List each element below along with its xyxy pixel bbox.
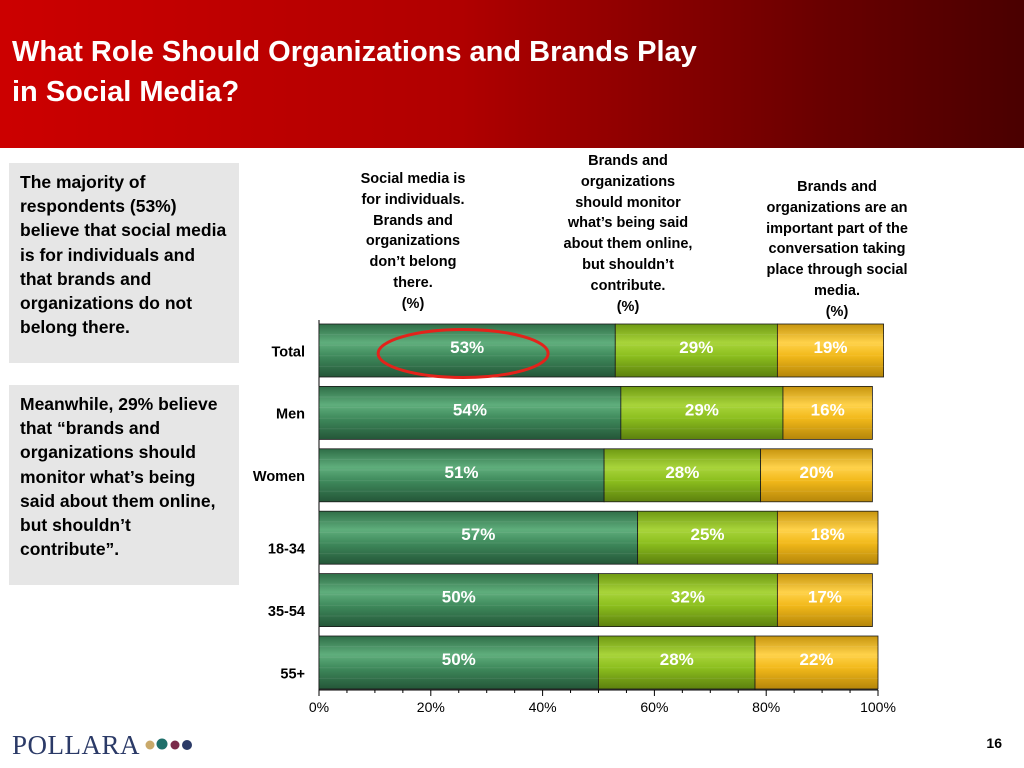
column-header-monitor: Brands and organizations should monitor wha… [544, 151, 712, 317]
data-label: 20% [799, 463, 833, 482]
bar-segment [318, 448, 605, 503]
bar-segment [318, 323, 616, 378]
data-label: 22% [799, 650, 833, 669]
column-header-line: media. [814, 282, 860, 299]
x-tick-label: 100% [860, 699, 896, 715]
column-header-important: Brands and organizations are an important … [746, 177, 928, 323]
column-header-individuals: Social media is for individuals. Brands an… [336, 169, 490, 315]
data-label: 28% [665, 463, 699, 482]
column-header-line: important part of the [766, 220, 908, 237]
data-label: 50% [442, 588, 476, 607]
column-header-line: organizations [365, 233, 461, 250]
page-number: 16 [986, 735, 1002, 751]
category-label: 18-34 [268, 542, 305, 558]
category-label: Women [253, 469, 305, 485]
bar-segment [598, 573, 778, 627]
column-header-line: don’t belong [369, 254, 457, 271]
column-header-line: what’s being said [567, 215, 689, 232]
column-header-line: Brands and [797, 179, 877, 195]
bar-segment [776, 323, 884, 378]
bar-segment [318, 510, 639, 565]
title-banner: What Role Should Organizations and Brand… [0, 0, 1024, 148]
column-header-line: (%) [401, 295, 425, 312]
data-label: 50% [442, 650, 476, 669]
category-label: 35-54 [268, 604, 305, 620]
data-label: 25% [690, 525, 724, 544]
callout-note-monitor: Meanwhile, 29% believe that “brands and … [9, 385, 239, 585]
column-header-line: there. [393, 274, 433, 291]
page-title-line2: in Social Media? [12, 76, 240, 108]
column-header-line: conversation taking [768, 241, 906, 258]
page-title-line1: What Role Should Organizations and Brand… [12, 36, 697, 68]
logo-dots-icon [145, 738, 192, 750]
bar-segment [637, 510, 778, 565]
column-header-line: Brands and [373, 212, 453, 229]
x-tick-label: 0% [309, 699, 329, 715]
bar-segment [620, 385, 784, 440]
data-label: 29% [679, 338, 713, 357]
data-label: 28% [660, 650, 694, 669]
column-header-line: (%) [616, 298, 640, 315]
column-header-line: should monitor [575, 194, 681, 211]
bar-segment [614, 323, 778, 378]
column-header-line: organizations [580, 173, 676, 190]
column-header-line: (%) [825, 303, 849, 320]
bar-segment [318, 385, 622, 440]
callout-note-majority: The majority of respondents (53%) believ… [9, 163, 239, 363]
column-header-line: contribute. [590, 277, 666, 294]
bar-segment [318, 573, 599, 627]
column-header-line: for individuals. [361, 191, 465, 208]
column-header-line: organizations are an [766, 199, 908, 216]
column-header-line: but shouldn’t [582, 256, 674, 273]
bar-segment [776, 573, 873, 627]
category-label: Total [271, 344, 305, 360]
column-header-line: about them online, [563, 236, 693, 253]
data-label: 18% [811, 525, 845, 544]
bar-segment [598, 635, 756, 690]
column-header-line: place through social [766, 262, 908, 279]
bar-segment [318, 635, 599, 690]
data-label: 16% [811, 400, 845, 419]
x-tick-label: 20% [417, 699, 445, 715]
logo-wordmark: POLLARA [12, 730, 141, 760]
column-header-line: Social media is [360, 171, 466, 187]
data-label: 57% [461, 525, 495, 544]
x-tick-label: 80% [752, 699, 780, 715]
data-label: 54% [453, 400, 487, 419]
bar-segment [776, 510, 879, 565]
column-header-line: Brands and [588, 153, 668, 169]
data-label: 19% [813, 338, 847, 357]
category-label: 55+ [280, 666, 305, 682]
data-label: 17% [808, 588, 842, 607]
category-label: Men [276, 407, 305, 423]
x-tick-label: 40% [529, 699, 557, 715]
bar-segment [782, 385, 873, 440]
x-tick-label: 60% [640, 699, 668, 715]
data-label: 32% [671, 588, 705, 607]
data-label: 29% [685, 400, 719, 419]
data-label: 53% [450, 338, 484, 357]
bar-segment [754, 635, 879, 690]
page-title: What Role Should Organizations and Brand… [12, 32, 912, 112]
data-label: 51% [445, 463, 479, 482]
highlight-ellipse [376, 328, 550, 379]
bar-segment [760, 448, 873, 503]
